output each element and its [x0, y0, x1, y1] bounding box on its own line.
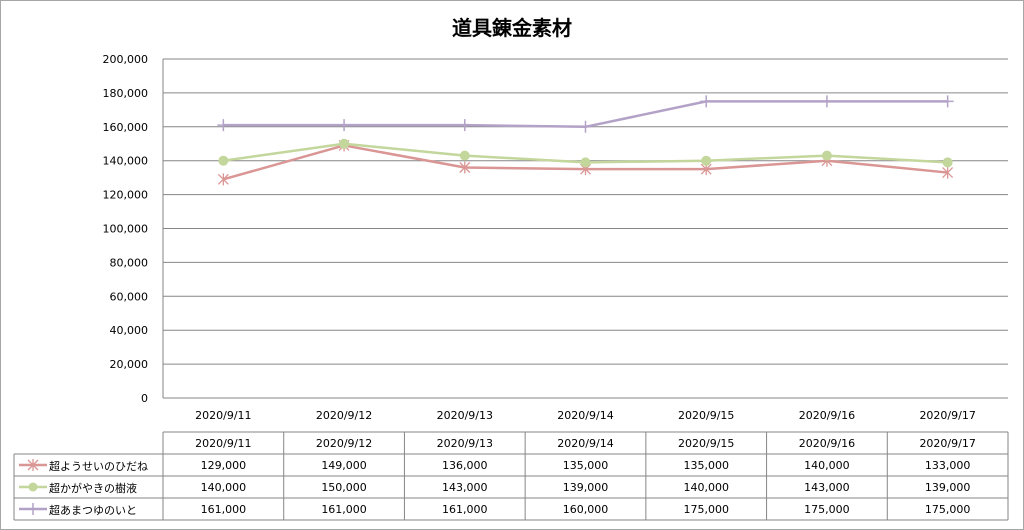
table-header-cell: 2020/9/14	[557, 437, 613, 450]
data-table: 2020/9/11 2020/9/12 2020/9/13 2020/9/14 2020…	[13, 431, 1009, 521]
data-point	[458, 119, 471, 132]
data-point	[338, 119, 351, 132]
table-value-cell: 143,000	[804, 481, 850, 494]
y-tick-label: 180,000	[103, 87, 149, 100]
table-header-cell: 2020/9/12	[316, 437, 372, 450]
x-tick-label: 2020/9/14	[557, 409, 613, 422]
y-tick-label: 120,000	[103, 189, 149, 202]
table-value-cell: 135,000	[683, 459, 729, 472]
table-value-cell: 175,000	[804, 503, 850, 516]
data-point	[700, 95, 713, 108]
x-tick-label: 2020/9/16	[799, 409, 855, 422]
series-name: 超ようせいのひだね	[49, 459, 148, 473]
y-tick-label: 20,000	[110, 358, 149, 371]
table-value-cell: 140,000	[804, 459, 850, 472]
y-tick-label: 0	[141, 392, 148, 405]
data-point	[821, 150, 832, 161]
table-value-cell: 129,000	[201, 459, 247, 472]
x-tick-label: 2020/9/11	[195, 409, 251, 422]
table-value-cell: 136,000	[442, 459, 488, 472]
y-tick-label: 200,000	[103, 53, 149, 66]
table-value-cell: 161,000	[442, 503, 488, 516]
data-point	[218, 155, 229, 166]
y-tick-label: 100,000	[103, 223, 149, 236]
y-tick-label: 160,000	[103, 121, 149, 134]
table-value-cell: 140,000	[683, 481, 729, 494]
y-tick-label: 140,000	[103, 155, 149, 168]
y-axis: 0 20,000 40,000 60,000 80,000 100,000 120,000 1…	[103, 53, 164, 405]
table-header-cell: 2020/9/17	[919, 437, 975, 450]
table-value-cell: 140,000	[201, 481, 247, 494]
y-tick-label: 60,000	[110, 290, 149, 303]
data-point	[942, 166, 954, 179]
y-tick-label: 80,000	[110, 256, 149, 269]
table-value-cell: 135,000	[563, 459, 609, 472]
data-point	[580, 157, 591, 168]
legend-key-marker	[27, 503, 39, 515]
legend-key-marker	[28, 482, 38, 492]
table-value-cell: 139,000	[925, 481, 971, 494]
data-point	[820, 95, 833, 108]
plot-area	[217, 95, 954, 186]
x-tick-label: 2020/9/15	[678, 409, 734, 422]
x-tick-label: 2020/9/12	[316, 409, 372, 422]
table-value-cell: 161,000	[321, 503, 367, 516]
data-point	[579, 120, 592, 133]
table-value-cell: 139,000	[563, 481, 609, 494]
data-point	[339, 138, 350, 149]
x-tick-label: 2020/9/17	[919, 409, 975, 422]
table-value-cell: 161,000	[201, 503, 247, 516]
x-axis: 2020/9/11 2020/9/12 2020/9/13 2020/9/14 2020…	[195, 409, 976, 422]
x-tick-label: 2020/9/13	[437, 409, 493, 422]
data-point	[941, 95, 954, 108]
table-header-cell: 2020/9/11	[195, 437, 251, 450]
table-value-cell: 149,000	[321, 459, 367, 472]
table-value-cell: 150,000	[321, 481, 367, 494]
data-point	[942, 157, 953, 168]
table-header-cell: 2020/9/13	[437, 437, 493, 450]
data-point	[459, 161, 471, 174]
data-point	[459, 150, 470, 161]
y-tick-label: 40,000	[110, 324, 149, 337]
table-header-cell: 2020/9/16	[799, 437, 855, 450]
chart-title: 道具錬金素材	[452, 16, 572, 40]
series-name: 超あまつゆのいと	[49, 503, 137, 517]
table-value-cell: 175,000	[925, 503, 971, 516]
table-value-cell: 133,000	[925, 459, 971, 472]
legend-key-marker	[27, 459, 39, 471]
data-point	[217, 119, 230, 132]
table-value-cell: 143,000	[442, 481, 488, 494]
series-name: 超かがやきの樹液	[49, 481, 137, 495]
data-point	[217, 173, 229, 186]
table-value-cell: 160,000	[563, 503, 609, 516]
table-header-cell: 2020/9/15	[678, 437, 734, 450]
data-point	[701, 155, 712, 166]
table-value-cell: 175,000	[683, 503, 729, 516]
gridlines	[163, 58, 1008, 399]
